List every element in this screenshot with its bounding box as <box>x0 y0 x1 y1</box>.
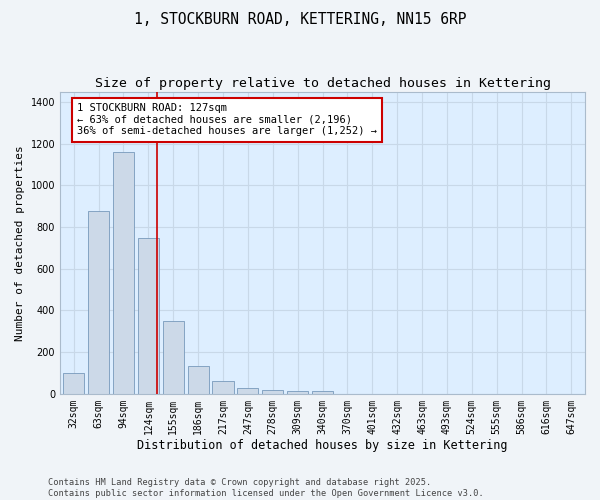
Text: Contains HM Land Registry data © Crown copyright and database right 2025.
Contai: Contains HM Land Registry data © Crown c… <box>48 478 484 498</box>
Bar <box>163 321 184 394</box>
Bar <box>312 391 333 394</box>
Bar <box>188 366 209 394</box>
Bar <box>212 382 233 394</box>
Bar <box>113 152 134 394</box>
Bar <box>287 391 308 394</box>
Title: Size of property relative to detached houses in Kettering: Size of property relative to detached ho… <box>95 78 551 90</box>
Text: 1, STOCKBURN ROAD, KETTERING, NN15 6RP: 1, STOCKBURN ROAD, KETTERING, NN15 6RP <box>134 12 466 28</box>
Y-axis label: Number of detached properties: Number of detached properties <box>15 145 25 340</box>
Bar <box>238 388 259 394</box>
Bar <box>262 390 283 394</box>
X-axis label: Distribution of detached houses by size in Kettering: Distribution of detached houses by size … <box>137 440 508 452</box>
Text: 1 STOCKBURN ROAD: 127sqm
← 63% of detached houses are smaller (2,196)
36% of sem: 1 STOCKBURN ROAD: 127sqm ← 63% of detach… <box>77 103 377 136</box>
Bar <box>63 373 84 394</box>
Bar <box>88 212 109 394</box>
Bar <box>138 238 159 394</box>
